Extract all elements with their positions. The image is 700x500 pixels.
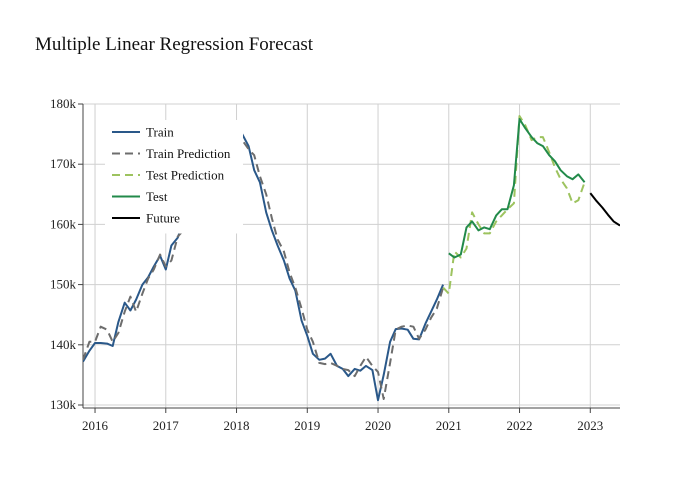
- tick-labels: 130k 140k 150k 160k 170k 180k 2016 2017 2018 2019…: [50, 96, 603, 433]
- legend: Train Train Prediction Test Prediction Test…: [105, 120, 243, 234]
- y-tick-label: 130k: [50, 397, 77, 412]
- legend-label: Test: [146, 189, 168, 204]
- x-tick-label: 2016: [82, 418, 109, 433]
- x-tick-label: 2021: [436, 418, 462, 433]
- y-tick-label: 170k: [50, 156, 77, 171]
- series-line-test-prediction: [442, 115, 586, 295]
- y-tick-label: 150k: [50, 277, 77, 292]
- grid: [83, 103, 620, 408]
- x-tick-label: 2022: [507, 418, 533, 433]
- x-tick-label: 2020: [365, 418, 391, 433]
- y-tick-label: 160k: [50, 216, 77, 231]
- y-tick-label: 140k: [50, 337, 77, 352]
- series-lines: [83, 115, 620, 402]
- x-tick-label: 2019: [294, 418, 320, 433]
- x-tick-label: 2018: [224, 418, 250, 433]
- x-tick-label: 2017: [153, 418, 180, 433]
- legend-label: Test Prediction: [146, 168, 225, 183]
- legend-label: Future: [146, 211, 180, 226]
- chart-title: Multiple Linear Regression Forecast: [35, 34, 314, 55]
- legend-label: Train: [146, 125, 174, 140]
- legend-label: Train Prediction: [146, 146, 231, 161]
- series-line-train-prediction: [83, 127, 445, 400]
- legend-box: [105, 120, 243, 234]
- series-line-train: [83, 127, 445, 402]
- x-tick-label: 2023: [577, 418, 603, 433]
- series-line-future: [589, 192, 620, 227]
- series-line-test: [448, 118, 586, 259]
- y-tick-label: 180k: [50, 96, 77, 111]
